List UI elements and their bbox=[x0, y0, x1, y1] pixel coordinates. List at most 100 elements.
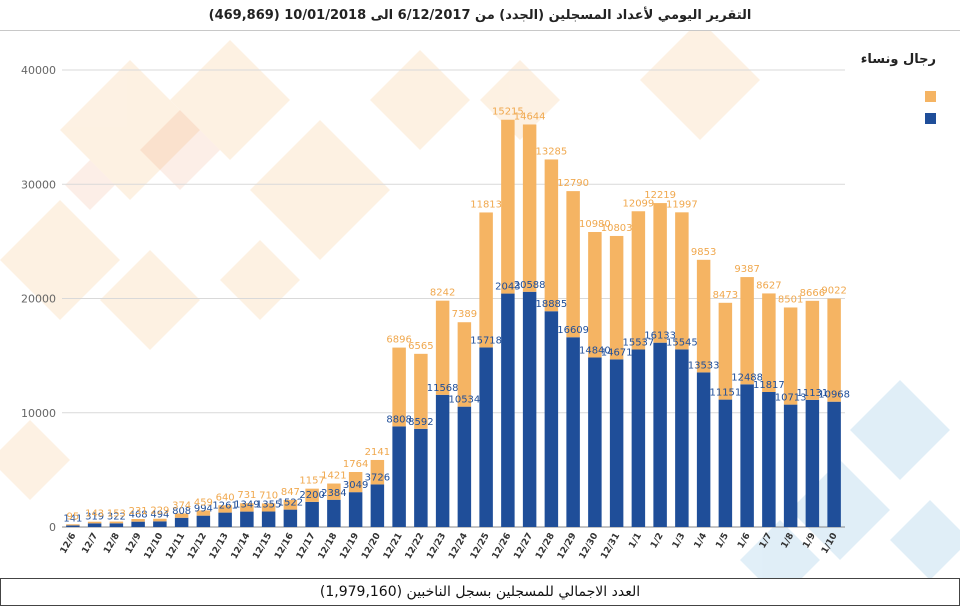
data-label-men: 10713 bbox=[775, 393, 807, 404]
bar-women bbox=[261, 503, 276, 512]
data-label-men: 11131 bbox=[796, 388, 828, 399]
data-label-men: 1261 bbox=[212, 501, 237, 512]
x-tick-label: 12/29 bbox=[556, 532, 579, 562]
x-tick-label: 12/6 bbox=[59, 532, 79, 556]
data-label-men: 11151 bbox=[709, 388, 741, 399]
data-label-women: 12099 bbox=[622, 198, 654, 209]
bar-men bbox=[501, 293, 515, 527]
bar-men bbox=[631, 349, 646, 527]
bar-men bbox=[153, 521, 167, 527]
data-label-women: 15215 bbox=[492, 107, 524, 118]
x-tick-label: 12/24 bbox=[447, 532, 470, 562]
x-tick-label: 12/21 bbox=[382, 532, 405, 562]
data-label-women: 9022 bbox=[821, 286, 846, 297]
bar-women bbox=[827, 298, 841, 402]
data-label-women: 8501 bbox=[778, 294, 803, 305]
data-label-women: 95 bbox=[67, 511, 80, 522]
x-tick-label: 12/27 bbox=[512, 532, 535, 562]
bar-women bbox=[762, 293, 776, 392]
bar-men bbox=[609, 359, 624, 527]
data-label-women: 231 bbox=[129, 506, 148, 517]
bar-women bbox=[435, 300, 450, 395]
bar-women bbox=[696, 259, 711, 373]
data-label-women: 1157 bbox=[299, 476, 324, 487]
x-tick-label: 12/13 bbox=[208, 532, 231, 562]
bar-women bbox=[153, 518, 167, 522]
bar-women bbox=[544, 159, 559, 312]
bar-men bbox=[305, 501, 319, 527]
bar-women bbox=[327, 483, 341, 500]
bar-men bbox=[696, 372, 711, 527]
data-label-men: 12488 bbox=[731, 372, 763, 383]
data-label-women: 14644 bbox=[514, 111, 546, 122]
bar-women bbox=[566, 191, 580, 338]
bar-women bbox=[305, 488, 319, 502]
x-tick-label: 1/4 bbox=[693, 532, 710, 551]
x-tick-label: 12/18 bbox=[317, 532, 340, 562]
x-tick-label: 12/14 bbox=[230, 532, 253, 562]
bar-women bbox=[370, 459, 385, 485]
data-label-women: 6565 bbox=[408, 341, 433, 352]
x-tick-label: 1/9 bbox=[801, 532, 818, 551]
bar-women bbox=[109, 521, 124, 524]
bar-women bbox=[609, 235, 624, 360]
x-tick-label: 12/16 bbox=[273, 532, 296, 562]
data-label-women: 143 bbox=[85, 509, 104, 520]
data-label-women: 11997 bbox=[666, 199, 698, 210]
x-tick-label: 12/28 bbox=[534, 532, 557, 562]
data-label-men: 1522 bbox=[278, 498, 303, 509]
bar-women bbox=[522, 124, 537, 292]
x-tick-label: 12/10 bbox=[143, 532, 166, 562]
bar-women bbox=[783, 307, 798, 405]
data-label-women: 8242 bbox=[430, 288, 455, 299]
bar-men bbox=[740, 384, 754, 527]
bar-women bbox=[87, 521, 102, 524]
bar-men bbox=[805, 399, 820, 527]
legend-item-men bbox=[861, 107, 936, 129]
bar-men bbox=[566, 337, 580, 527]
data-label-men: 2043 bbox=[495, 282, 520, 293]
x-tick-label: 1/5 bbox=[714, 532, 731, 551]
data-label-women: 13285 bbox=[535, 146, 567, 157]
data-label-men: 319 bbox=[85, 511, 104, 522]
bar-men bbox=[87, 523, 102, 527]
data-label-women: 374 bbox=[172, 500, 191, 511]
bar-men bbox=[66, 525, 80, 527]
x-tick-label: 12/26 bbox=[491, 532, 514, 562]
bar-women bbox=[675, 212, 689, 350]
bar-men bbox=[261, 511, 276, 527]
x-tick-label: 12/11 bbox=[164, 532, 187, 562]
x-tick-label: 1/1 bbox=[627, 532, 644, 551]
data-label-women: 8666 bbox=[800, 288, 825, 299]
x-tick-label: 1/6 bbox=[736, 532, 753, 551]
x-tick-label: 12/20 bbox=[360, 532, 383, 562]
data-label-men: 16133 bbox=[644, 331, 676, 342]
data-label-women: 847 bbox=[281, 487, 300, 498]
data-label-women: 1764 bbox=[343, 459, 368, 470]
bar-women bbox=[240, 503, 254, 512]
bar-women bbox=[479, 212, 493, 348]
bar-men bbox=[479, 347, 493, 527]
x-tick-label: 12/23 bbox=[425, 532, 448, 562]
y-tick-label: 10000 bbox=[21, 407, 56, 420]
data-label-men: 15718 bbox=[470, 335, 502, 346]
data-label-men: 2384 bbox=[321, 488, 346, 499]
bar-men bbox=[653, 342, 667, 527]
data-label-men: 15545 bbox=[666, 337, 698, 348]
data-label-women: 640 bbox=[216, 492, 235, 503]
data-label-women: 8627 bbox=[756, 280, 781, 291]
bar-men bbox=[327, 499, 341, 527]
data-label-women: 11813 bbox=[470, 199, 502, 210]
bar-women bbox=[174, 513, 189, 518]
data-label-men: 10968 bbox=[818, 390, 850, 401]
x-tick-label: 1/2 bbox=[649, 532, 666, 551]
y-tick-label: 40000 bbox=[21, 64, 56, 77]
bar-men bbox=[348, 492, 363, 527]
data-label-men: 2200 bbox=[299, 490, 324, 501]
bar-women bbox=[196, 510, 211, 516]
legend-item-women bbox=[861, 85, 936, 107]
data-label-women: 9853 bbox=[691, 247, 716, 258]
bar-men bbox=[675, 349, 689, 527]
